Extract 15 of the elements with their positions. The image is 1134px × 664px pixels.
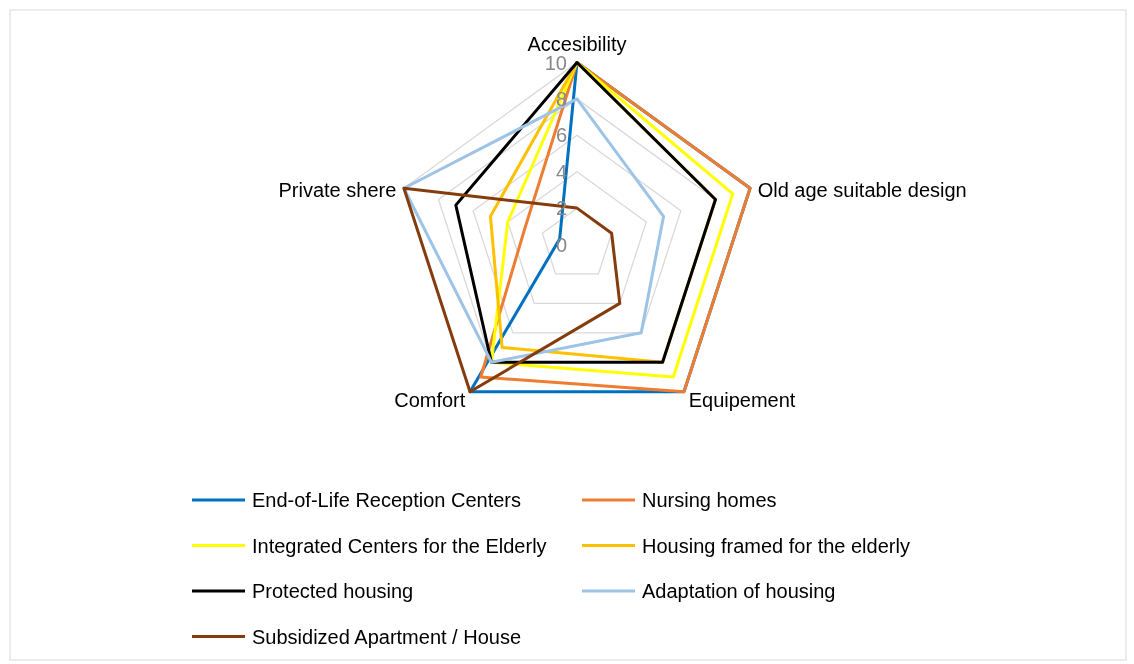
spoke-label: Equipement	[688, 388, 796, 411]
spoke-label: Comfort	[394, 388, 466, 411]
y-tick-label: 8	[555, 87, 567, 110]
legend-label: Housing framed for the elderly	[642, 534, 910, 557]
y-tick-label: 2	[555, 197, 567, 220]
legend-label: End-of-Life Reception Centers	[252, 489, 522, 511]
spoke-label: Private shere	[278, 179, 397, 202]
legend-label: Nursing homes	[642, 489, 777, 511]
spoke-label: Old age suitable design	[757, 179, 967, 202]
y-tick-label: 6	[555, 124, 567, 147]
y-tick-label: 0	[555, 233, 567, 256]
legend-label: Subsidized Apartment / House	[252, 625, 522, 648]
legend-label: Integrated Centers for the Elderly	[252, 534, 547, 557]
legend-label: Protected housing	[252, 580, 414, 602]
legend-label: Adaptation of housing	[642, 580, 836, 602]
